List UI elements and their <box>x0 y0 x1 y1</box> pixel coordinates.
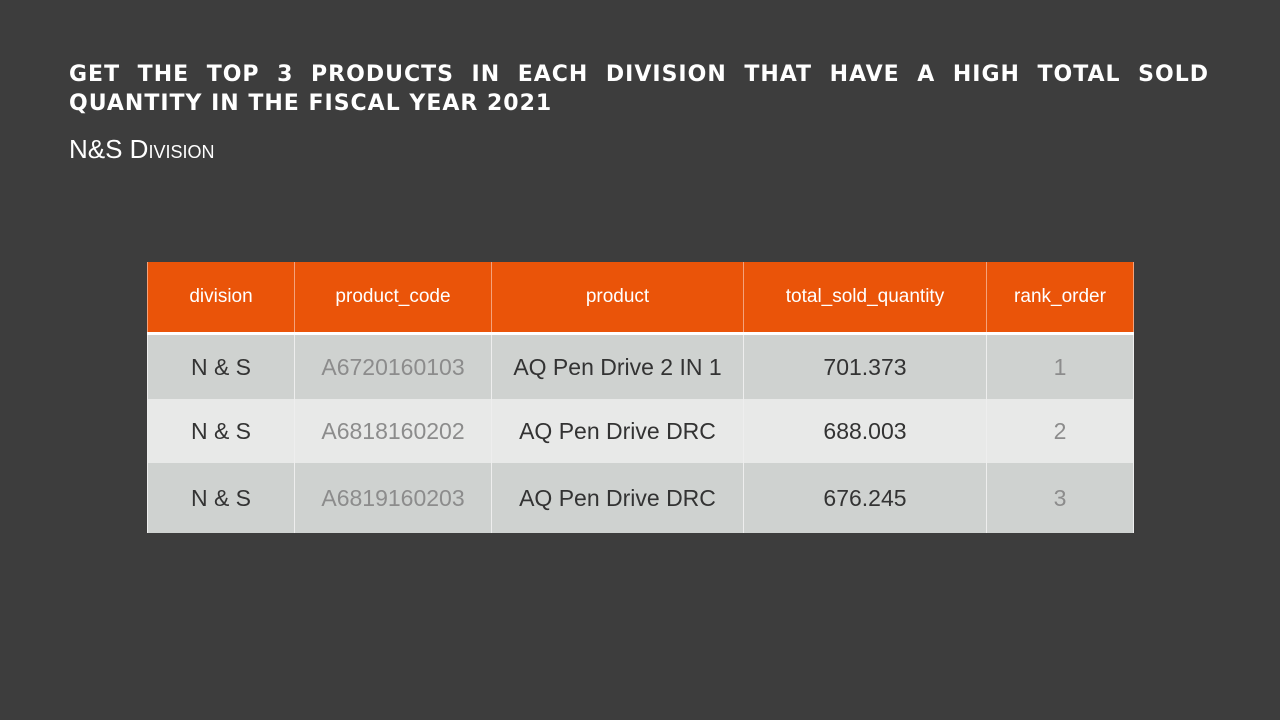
column-header-total-sold-quantity: total_sold_quantity <box>743 262 987 335</box>
cell-product: AQ Pen Drive DRC <box>491 463 744 533</box>
cell-total-sold-quantity: 701.373 <box>743 333 987 399</box>
column-header-product: product <box>491 262 744 335</box>
cell-product: AQ Pen Drive 2 IN 1 <box>491 333 744 399</box>
cell-product-code: A6819160203 <box>294 463 492 533</box>
slide-title: GET THE TOP 3 PRODUCTS IN EACH DIVISION … <box>69 62 1209 116</box>
cell-total-sold-quantity: 676.245 <box>743 463 987 533</box>
cell-rank-order: 3 <box>986 463 1134 533</box>
cell-total-sold-quantity: 688.003 <box>743 399 987 463</box>
cell-division: N & S <box>147 333 295 399</box>
table-row: N & S A6818160202 AQ Pen Drive DRC 688.0… <box>147 399 1134 463</box>
cell-rank-order: 2 <box>986 399 1134 463</box>
cell-product-code: A6818160202 <box>294 399 492 463</box>
column-header-division: division <box>147 262 295 335</box>
slide-subtitle: N&S Division <box>69 134 215 164</box>
cell-division: N & S <box>147 463 295 533</box>
cell-product: AQ Pen Drive DRC <box>491 399 744 463</box>
results-table: division product_code product total_sold… <box>147 262 1134 533</box>
cell-rank-order: 1 <box>986 333 1134 399</box>
header-row: division product_code product total_sold… <box>147 262 1134 335</box>
column-header-rank-order: rank_order <box>986 262 1134 335</box>
column-header-product-code: product_code <box>294 262 492 335</box>
cell-division: N & S <box>147 399 295 463</box>
table-row: N & S A6819160203 AQ Pen Drive DRC 676.2… <box>147 463 1134 533</box>
cell-product-code: A6720160103 <box>294 333 492 399</box>
table-row: N & S A6720160103 AQ Pen Drive 2 IN 1 70… <box>147 333 1134 399</box>
